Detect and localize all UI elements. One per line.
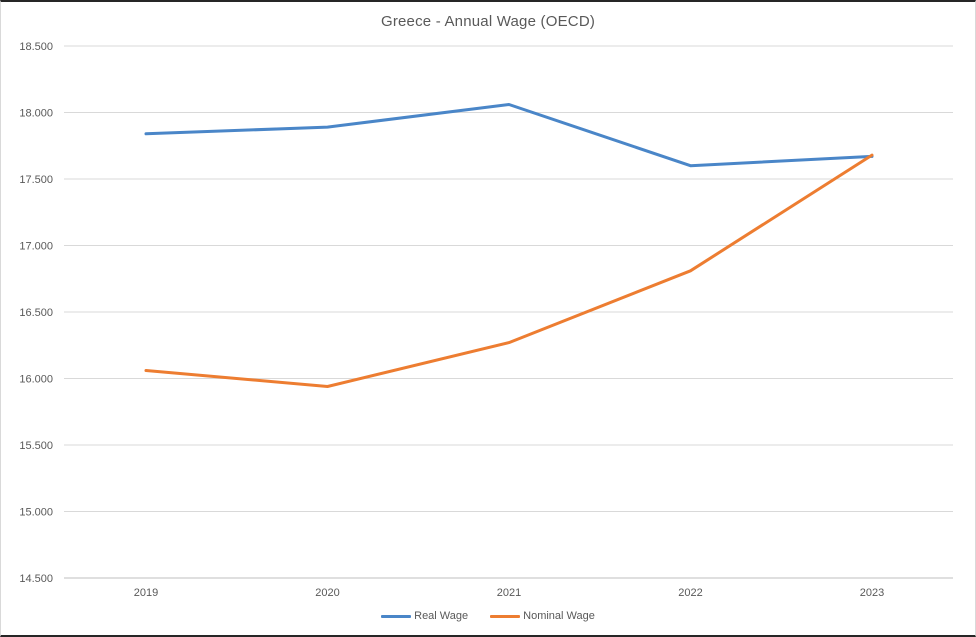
real-wage-series-line[interactable] [144,103,874,168]
y-tick-label: 14.500 [19,573,53,585]
y-tick-label: 18.000 [19,108,53,120]
x-tick-label: 2023 [860,587,884,599]
y-tick-label: 18.500 [19,41,53,53]
nominal-wage-line-icon [490,614,521,618]
x-tick-label: 2022 [678,587,702,599]
y-tick-label: 15.500 [19,440,53,452]
y-tick-label: 17.500 [19,174,53,186]
legend-label-nominal-wage: Nominal Wage [523,610,595,622]
y-tick-label: 16.000 [19,374,53,386]
real-wage-line-icon [381,614,412,618]
x-tick-label: 2019 [134,587,158,599]
legend-item-real-wage[interactable]: Real Wage [381,610,468,622]
legend: Real Wage Nominal Wage [1,610,975,622]
chart-title: Greece - Annual Wage (OECD) [380,13,596,30]
y-tick-label: 15.000 [19,507,53,519]
y-tick-label: 17.000 [19,241,53,253]
legend-label-real-wage: Real Wage [414,610,469,622]
y-tick-label: 16.500 [19,307,53,319]
x-tick-label: 2021 [497,587,521,599]
legend-item-nominal-wage[interactable]: Nominal Wage [490,610,595,622]
x-tick-label: 2020 [315,587,339,599]
nominal-wage-series-line[interactable] [144,153,874,388]
